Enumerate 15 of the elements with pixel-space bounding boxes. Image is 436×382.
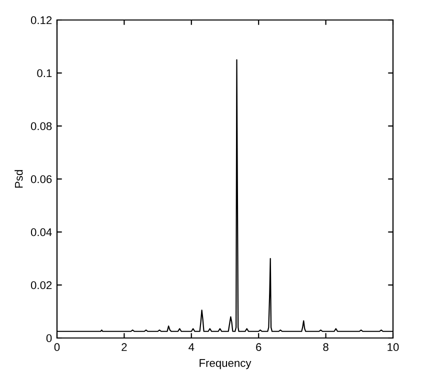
y-tick-label: 0.1 xyxy=(37,69,52,78)
x-axis-title: Frequency xyxy=(200,359,252,370)
y-tick-label: 0.06 xyxy=(30,175,52,184)
y-tick-label: 0.12 xyxy=(30,16,52,24)
y-axis-title: Psd xyxy=(14,170,23,188)
y-tick-label: 0 xyxy=(46,334,52,342)
y-tick-label: 0.02 xyxy=(30,281,52,290)
x-tick-label: 8 xyxy=(323,343,328,352)
x-tick-label: 4 xyxy=(188,343,194,351)
y-tick-label: 0.04 xyxy=(30,228,52,236)
x-tick-label: 2 xyxy=(122,343,127,351)
x-tick-label: 6 xyxy=(256,343,262,352)
x-tick-label: 10 xyxy=(388,343,399,352)
y-tick-label: 0.08 xyxy=(30,122,52,130)
x-tick-label: 0 xyxy=(54,343,60,352)
